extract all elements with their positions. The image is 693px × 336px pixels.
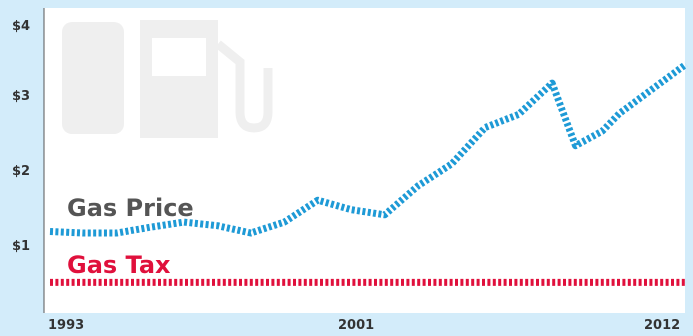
y-tick-label-2: $2 [12, 164, 30, 179]
x-tick-label-1993: 1993 [48, 318, 84, 333]
series-label-gas-tax: Gas Tax [67, 251, 171, 279]
series-layer [49, 61, 689, 286]
gas-pump-icon [140, 20, 273, 138]
x-axis: 1993 2001 2012 [48, 318, 680, 333]
series-label-gas-price: Gas Price [67, 194, 194, 222]
x-tick-label-2001: 2001 [338, 318, 374, 333]
y-tick-label-1: $1 [12, 239, 30, 254]
y-tick-label-3: $3 [12, 89, 30, 104]
y-axis: $4 $3 $2 $1 [12, 8, 45, 313]
dollar-sign-icon [62, 22, 124, 134]
x-tick-label-2012: 2012 [644, 318, 680, 333]
y-tick-label-4: $4 [12, 19, 30, 34]
